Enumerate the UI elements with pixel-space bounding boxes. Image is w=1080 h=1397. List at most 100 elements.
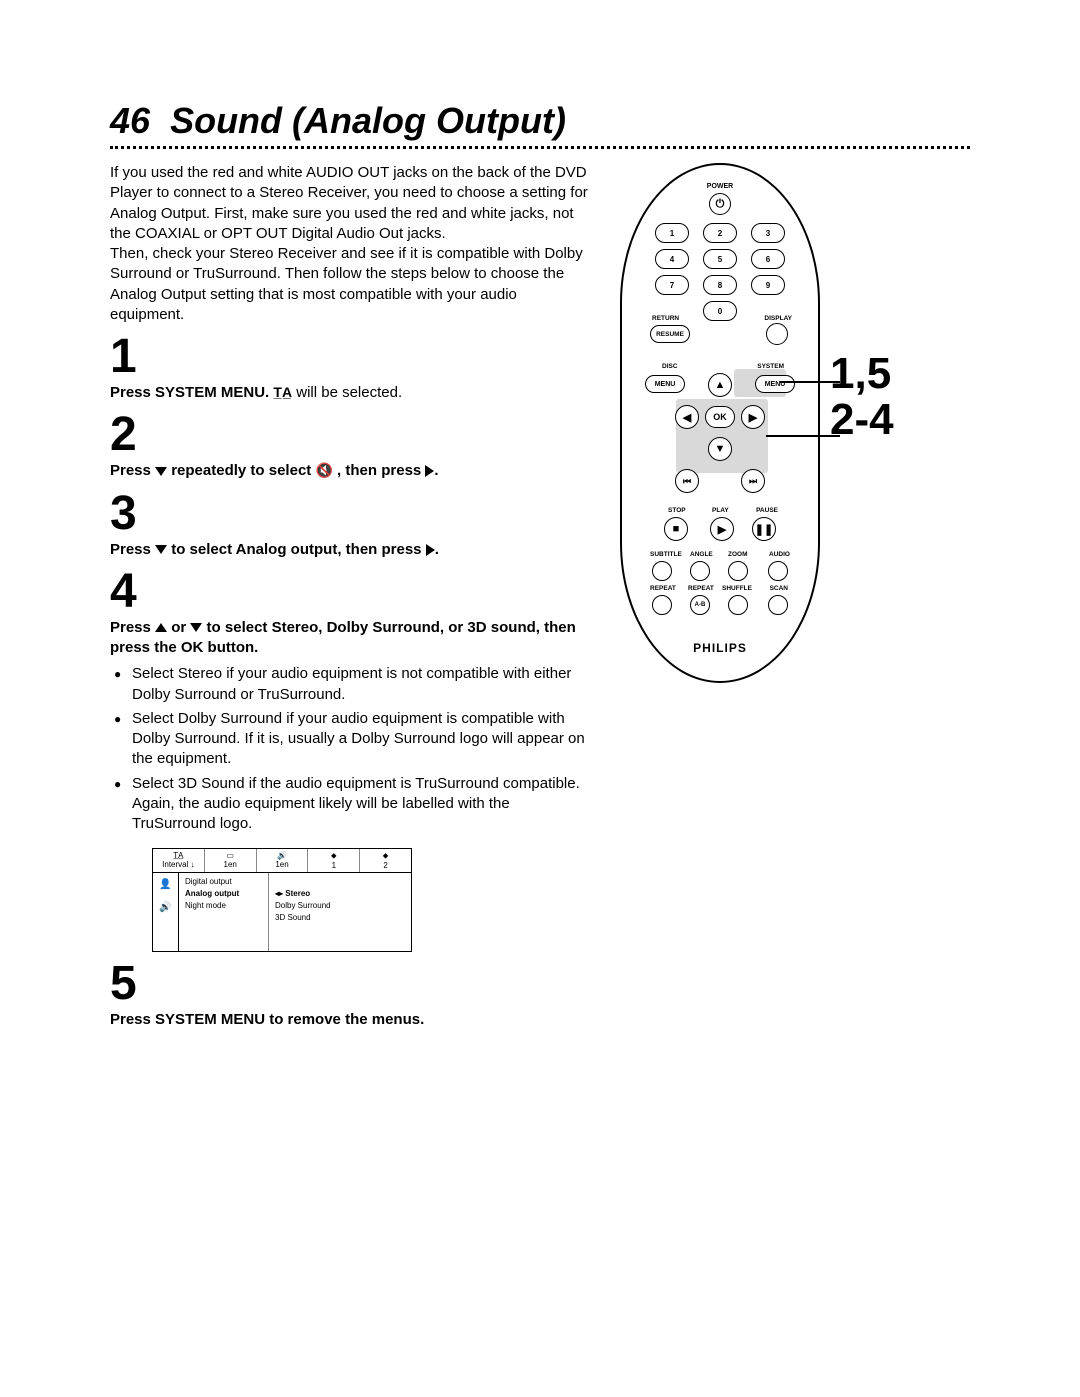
num-2[interactable]: 2 bbox=[703, 223, 737, 243]
bullet-3d: Select 3D Sound if the audio equipment i… bbox=[110, 774, 590, 835]
step-3-number: 3 bbox=[110, 490, 590, 538]
disc-menu-button[interactable]: MENU bbox=[645, 375, 685, 393]
osd-opt-spacer bbox=[275, 877, 405, 886]
step-3-b: to select Analog output, then press bbox=[167, 541, 421, 558]
step-1-bold: Press SYSTEM MENU. bbox=[110, 384, 269, 401]
repeat-button[interactable] bbox=[652, 595, 672, 615]
display-button[interactable] bbox=[766, 323, 788, 345]
page-number: 46 bbox=[110, 100, 150, 141]
num-7[interactable]: 7 bbox=[655, 275, 689, 295]
osd-opt-2: 3D Sound bbox=[275, 913, 405, 922]
osd-mid-1: Analog output bbox=[185, 889, 262, 898]
audio-button[interactable] bbox=[768, 561, 788, 581]
callout-line-2 bbox=[766, 435, 840, 437]
step-3-text: Press to select Analog output, then pres… bbox=[110, 540, 590, 560]
ta-icon: T̲A̲ bbox=[273, 384, 292, 400]
title-rule bbox=[110, 146, 970, 149]
step-2-c: , then press bbox=[333, 462, 421, 479]
zoom-button[interactable] bbox=[728, 561, 748, 581]
play-button[interactable]: ▶ bbox=[710, 517, 734, 541]
nav-down-button[interactable]: ▼ bbox=[708, 437, 732, 461]
remote-control: POWER ⏻ 1 2 3 4 5 6 7 8 9 0 RETURN DIS bbox=[620, 163, 820, 683]
angle-button[interactable] bbox=[690, 561, 710, 581]
stop-label: STOP bbox=[668, 507, 686, 514]
step-5-a: Press SYSTEM MENU to remove the menus. bbox=[110, 1011, 424, 1028]
shuffle-button[interactable] bbox=[728, 595, 748, 615]
system-label: SYSTEM bbox=[757, 363, 784, 370]
nav-up-button[interactable]: ▲ bbox=[708, 373, 732, 397]
num-5[interactable]: 5 bbox=[703, 249, 737, 269]
callout-1-5: 1,5 bbox=[830, 351, 894, 397]
up-icon bbox=[155, 623, 167, 632]
nav-right-button[interactable]: ▶ bbox=[741, 405, 765, 429]
step-3-a: Press bbox=[110, 541, 155, 558]
osd-top-1: ▭1en bbox=[205, 849, 257, 872]
callout-numbers: 1,5 2-4 bbox=[830, 351, 894, 443]
power-button[interactable]: ⏻ bbox=[709, 193, 731, 215]
osd-mid: Digital output Analog output Night mode bbox=[179, 873, 269, 951]
down-icon bbox=[190, 623, 202, 632]
next-button[interactable]: ⏭ bbox=[741, 469, 765, 493]
remote-column: POWER ⏻ 1 2 3 4 5 6 7 8 9 0 RETURN DIS bbox=[620, 163, 970, 683]
osd-mid-0: Digital output bbox=[185, 877, 262, 886]
repeat-label: REPEAT bbox=[650, 585, 676, 592]
step-4-a: Press bbox=[110, 619, 155, 636]
step-2-a: Press bbox=[110, 462, 155, 479]
bullet-dolby: Select Dolby Surround if your audio equi… bbox=[110, 709, 590, 770]
osd-side: 👤 🔊 bbox=[153, 873, 179, 951]
system-menu-button[interactable]: MENU bbox=[755, 375, 795, 393]
step-1-number: 1 bbox=[110, 333, 590, 381]
step-2-b: repeatedly to select bbox=[167, 462, 315, 479]
nav-left-button[interactable]: ◀ bbox=[675, 405, 699, 429]
num-4[interactable]: 4 bbox=[655, 249, 689, 269]
step-5-text: Press SYSTEM MENU to remove the menus. bbox=[110, 1010, 590, 1030]
instructions-column: If you used the red and white AUDIO OUT … bbox=[110, 163, 590, 1031]
osd-top-4: ⬥2 bbox=[360, 849, 411, 872]
num-0[interactable]: 0 bbox=[703, 301, 737, 321]
osd-top-row: T̲A̲Interval ↓ ▭1en 🔊1en ⬥1 ⬥2 bbox=[153, 849, 411, 873]
prev-button[interactable]: ⏮ bbox=[675, 469, 699, 493]
ok-button[interactable]: OK bbox=[705, 406, 735, 428]
scan-button[interactable] bbox=[768, 595, 788, 615]
step-3-c: . bbox=[435, 541, 439, 558]
num-1[interactable]: 1 bbox=[655, 223, 689, 243]
power-label: POWER bbox=[707, 183, 733, 190]
step-1-tail: will be selected. bbox=[292, 384, 402, 401]
osd-top-3: ⬥1 bbox=[308, 849, 360, 872]
osd-mid-2: Night mode bbox=[185, 901, 262, 910]
step-4-text: Press or to select Stereo, Dolby Surroun… bbox=[110, 618, 590, 659]
step-4-bullets: Select Stereo if your audio equipment is… bbox=[110, 664, 590, 834]
intro-text: If you used the red and white AUDIO OUT … bbox=[110, 163, 590, 325]
osd-opt-1: Dolby Surround bbox=[275, 901, 405, 910]
bullet-stereo: Select Stereo if your audio equipment is… bbox=[110, 664, 590, 705]
osd-top-2: 🔊1en bbox=[257, 849, 309, 872]
step-2-number: 2 bbox=[110, 411, 590, 459]
num-9[interactable]: 9 bbox=[751, 275, 785, 295]
display-label: DISPLAY bbox=[764, 315, 792, 322]
down-icon bbox=[155, 467, 167, 476]
repeat-ab-button[interactable]: A-B bbox=[690, 595, 710, 615]
down-icon bbox=[155, 545, 167, 554]
stop-button[interactable]: ■ bbox=[664, 517, 688, 541]
intro-p1: If you used the red and white AUDIO OUT … bbox=[110, 163, 590, 244]
subtitle-button[interactable] bbox=[652, 561, 672, 581]
page-title: 46 Sound (Analog Output) bbox=[110, 100, 970, 142]
page-heading: Sound (Analog Output) bbox=[170, 100, 566, 141]
pause-button[interactable]: ❚❚ bbox=[752, 517, 776, 541]
osd-side-1: 🔊 bbox=[159, 902, 171, 913]
num-6[interactable]: 6 bbox=[751, 249, 785, 269]
nav-cluster: MENU MENU ▲ ◀ OK ▶ ▼ ⏮ ⏭ bbox=[645, 375, 795, 505]
osd-options: ◂▸ Stereo Dolby Surround 3D Sound bbox=[269, 873, 411, 951]
resume-button[interactable]: RESUME bbox=[650, 325, 690, 343]
scan-label: SCAN bbox=[770, 585, 788, 592]
subtitle-label: SUBTITLE bbox=[650, 551, 682, 558]
num-3[interactable]: 3 bbox=[751, 223, 785, 243]
osd-side-0: 👤 bbox=[159, 879, 171, 890]
num-8[interactable]: 8 bbox=[703, 275, 737, 295]
osd-top-0: T̲A̲Interval ↓ bbox=[153, 849, 205, 872]
pause-label: PAUSE bbox=[756, 507, 778, 514]
osd-opt-0: ◂▸ Stereo bbox=[275, 889, 405, 898]
intro-p2: Then, check your Stereo Receiver and see… bbox=[110, 244, 590, 325]
zoom-label: ZOOM bbox=[728, 551, 748, 558]
osd-menu: T̲A̲Interval ↓ ▭1en 🔊1en ⬥1 ⬥2 👤 🔊 Digit… bbox=[152, 848, 412, 952]
